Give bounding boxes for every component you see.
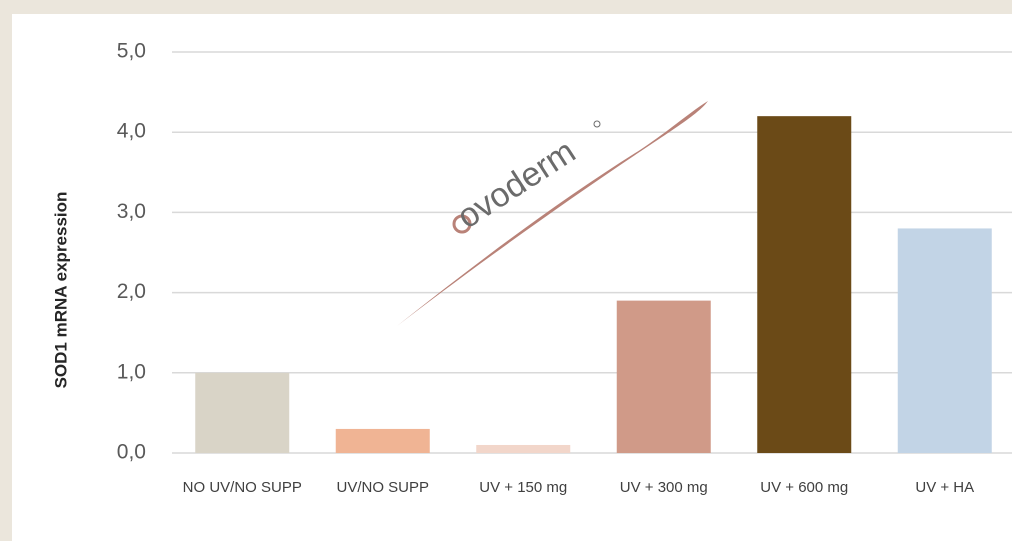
y-tick-label: 5,0 xyxy=(117,40,146,63)
bar xyxy=(476,444,571,453)
bar xyxy=(757,116,852,453)
logo-registered xyxy=(593,120,601,128)
y-tick-label: 1,0 xyxy=(117,360,146,383)
x-tick-label: UV + 300 mg xyxy=(619,479,708,496)
bar xyxy=(195,372,290,453)
x-tick-label: UV + HA xyxy=(915,479,975,496)
logo-swoosh xyxy=(397,101,708,326)
x-tick-label: NO UV/NO SUPP xyxy=(182,479,302,496)
logo-text: ovoderm xyxy=(451,132,583,236)
y-tick-label: 4,0 xyxy=(117,120,146,143)
x-tick-label: UV + 600 mg xyxy=(760,479,849,496)
y-tick-label: 0,0 xyxy=(117,441,146,464)
x-tick-label: UV/NO SUPP xyxy=(336,479,430,496)
y-axis-title: SOD1 mRNA expression xyxy=(51,192,70,389)
y-tick-label: 3,0 xyxy=(117,200,146,223)
bar xyxy=(897,228,992,453)
bar xyxy=(335,428,430,453)
logo-ring xyxy=(452,214,472,234)
bar xyxy=(616,300,711,453)
x-tick-label: UV + 150 mg xyxy=(479,479,568,496)
y-tick-label: 2,0 xyxy=(117,280,146,303)
